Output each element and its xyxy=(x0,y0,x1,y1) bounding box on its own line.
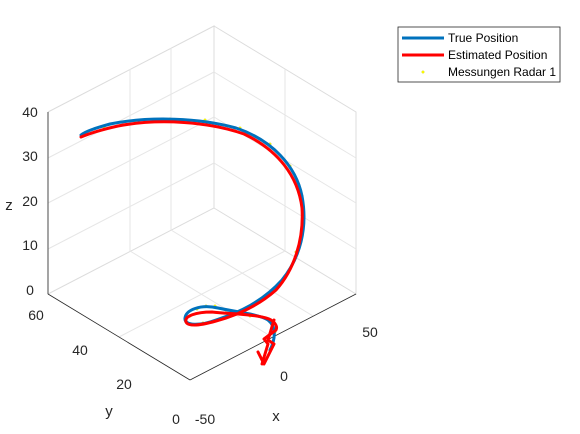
floor-edges xyxy=(47,112,357,381)
legend-label-estimated: Estimated Position xyxy=(448,48,547,62)
axes-box xyxy=(47,25,357,295)
y-tick-40: 40 xyxy=(72,342,88,358)
z-tick-30: 30 xyxy=(22,148,38,164)
z-grid-10 xyxy=(47,162,215,250)
z-ticks: 0 10 20 30 40 xyxy=(22,104,38,298)
grid xyxy=(47,48,357,338)
y-axis-line xyxy=(47,293,191,381)
y-tick-60: 60 xyxy=(28,307,44,323)
z-tick-10: 10 xyxy=(22,237,38,253)
series-true-position xyxy=(79,117,306,352)
legend-label-true: True Position xyxy=(448,31,518,45)
y-axis-label: y xyxy=(105,403,113,420)
z-axis-label: z xyxy=(5,197,13,214)
z-grid-20 xyxy=(47,116,215,204)
x-tick-neg50: -50 xyxy=(195,411,215,427)
legend-label-measurements: Messungen Radar 1 xyxy=(448,65,556,79)
floor-grid-x0 xyxy=(118,250,286,338)
series-estimated-position xyxy=(79,120,304,366)
z-tick-20: 20 xyxy=(22,193,38,209)
estimated-position-start-spike xyxy=(256,318,276,366)
legend: True Position Estimated Position Messung… xyxy=(397,26,561,83)
x-ticks: -50 0 50 xyxy=(195,324,378,427)
y-tick-0: 0 xyxy=(172,411,180,427)
z-grid-30 xyxy=(47,71,215,159)
z-tick-0: 0 xyxy=(26,282,34,298)
x-tick-50: 50 xyxy=(362,324,378,340)
y-ticks: 60 40 20 0 xyxy=(28,307,180,427)
x-axis-label: x xyxy=(272,408,280,425)
legend-swatch-measurements xyxy=(421,70,425,74)
x-tick-0: 0 xyxy=(280,368,288,384)
y-tick-20: 20 xyxy=(116,376,132,392)
z-tick-40: 40 xyxy=(22,104,38,120)
